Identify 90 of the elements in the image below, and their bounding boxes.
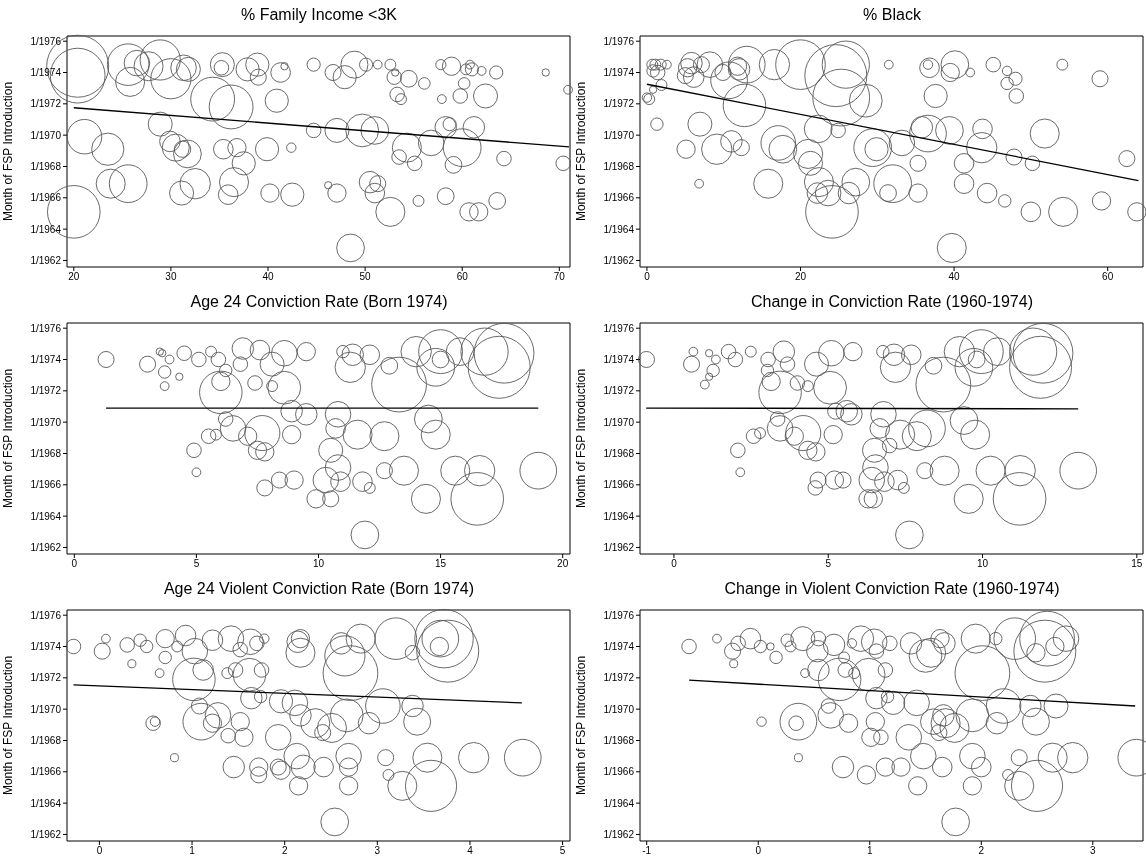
x-tick-label: 40 [948, 271, 961, 283]
chart-title: % Family Income <3K [239, 6, 399, 24]
y-tick-label: 1/1976 [603, 35, 635, 47]
x-tick-label: -1 [642, 845, 652, 857]
y-tick-label: 1/1964 [30, 510, 62, 522]
x-tick-label: 5 [193, 558, 200, 570]
x-tick-label: 2 [978, 845, 985, 857]
x-tick-label: 20 [557, 558, 569, 570]
x-tick-label: 60 [456, 271, 469, 283]
y-tick-label: 1/1974 [603, 67, 635, 79]
x-tick-label: 0 [671, 558, 678, 570]
y-tick-label: 1/1964 [30, 223, 62, 235]
x-tick-label: 15 [1131, 558, 1143, 570]
y-tick-label: 1/1974 [30, 354, 62, 366]
x-tick-label: 40 [262, 271, 274, 283]
y-tick-label: 1/1964 [30, 797, 62, 809]
chart-title: Age 24 Conviction Rate (Born 1974) [189, 293, 449, 311]
y-tick-label: 1/1972 [603, 385, 635, 397]
y-tick-label: 1/1970 [603, 129, 635, 141]
y-tick-label: 1/1970 [603, 416, 635, 428]
y-tick-label: 1/1976 [30, 322, 62, 334]
y-tick-label: 1/1966 [603, 479, 635, 491]
y-tick-label: 1/1976 [603, 322, 635, 334]
chart-title: % Black [862, 6, 922, 24]
x-tick-label: 15 [435, 558, 447, 570]
x-tick-label: 5 [825, 558, 832, 570]
y-tick-label: 1/1962 [603, 828, 635, 840]
y-tick-label: 1/1964 [603, 510, 635, 522]
y-tick-label: 1/1966 [30, 766, 62, 778]
y-tick-label: 1/1974 [30, 67, 62, 79]
x-tick-label: 0 [755, 845, 762, 857]
y-tick-label: 1/1972 [603, 98, 635, 110]
x-tick-label: 0 [96, 845, 103, 857]
x-tick-label: 1 [189, 845, 196, 857]
y-tick-label: 1/1972 [30, 385, 62, 397]
x-tick-label: 0 [644, 271, 651, 283]
x-tick-label: 20 [794, 271, 807, 283]
y-tick-label: 1/1974 [30, 641, 62, 653]
y-axis-title: Month of FSP Introduction [574, 655, 589, 796]
y-tick-label: 1/1968 [603, 735, 635, 747]
x-tick-label: 3 [1090, 845, 1097, 857]
y-axis-title: Month of FSP Introduction [1, 368, 16, 509]
y-tick-label: 1/1970 [603, 703, 635, 715]
x-tick-label: 4 [467, 845, 474, 857]
y-axis-title: Month of FSP Introduction [574, 368, 589, 509]
y-tick-label: 1/1972 [603, 672, 635, 684]
x-tick-label: 5 [559, 845, 566, 857]
y-tick-label: 1/1972 [30, 672, 62, 684]
y-tick-label: 1/1968 [30, 448, 62, 460]
y-tick-label: 1/1962 [30, 254, 62, 266]
x-tick-label: 50 [359, 271, 372, 283]
y-tick-label: 1/1964 [603, 223, 635, 235]
y-tick-label: 1/1976 [30, 35, 62, 47]
x-tick-label: 1 [866, 845, 873, 857]
x-tick-label: 3 [374, 845, 381, 857]
y-tick-label: 1/1976 [603, 609, 635, 621]
chart-title: Change in Conviction Rate (1960-1974) [750, 293, 1034, 311]
y-tick-label: 1/1970 [30, 416, 62, 428]
y-tick-label: 1/1962 [30, 828, 62, 840]
x-tick-label: 70 [553, 271, 566, 283]
y-axis-title: Month of FSP Introduction [1, 81, 16, 222]
y-tick-label: 1/1968 [30, 161, 62, 173]
y-tick-label: 1/1968 [30, 735, 62, 747]
x-tick-label: 30 [165, 271, 177, 283]
y-tick-label: 1/1962 [603, 254, 635, 266]
y-tick-label: 1/1970 [30, 129, 62, 141]
x-tick-label: 20 [68, 271, 80, 283]
x-tick-label: 10 [976, 558, 989, 570]
y-tick-label: 1/1976 [30, 609, 62, 621]
y-tick-label: 1/1974 [603, 354, 635, 366]
y-tick-label: 1/1966 [603, 766, 635, 778]
chart-title: Change in Violent Conviction Rate (1960-1974) [723, 580, 1061, 598]
x-tick-label: 60 [1102, 271, 1114, 283]
y-tick-label: 1/1966 [603, 192, 635, 204]
y-tick-label: 1/1974 [603, 641, 635, 653]
y-axis-title: Month of FSP Introduction [1, 655, 16, 796]
y-axis-title: Month of FSP Introduction [574, 81, 589, 222]
chart-title: Age 24 Violent Conviction Rate (Born 1974) [162, 580, 476, 598]
y-tick-label: 1/1964 [603, 797, 635, 809]
x-tick-label: 0 [71, 558, 78, 570]
y-tick-label: 1/1966 [30, 479, 62, 491]
y-tick-label: 1/1972 [30, 98, 62, 110]
y-tick-label: 1/1968 [603, 448, 635, 460]
y-tick-label: 1/1962 [30, 541, 62, 553]
y-tick-label: 1/1962 [603, 541, 635, 553]
y-tick-label: 1/1970 [30, 703, 62, 715]
y-tick-label: 1/1966 [30, 192, 62, 204]
x-tick-label: 2 [281, 845, 288, 857]
y-tick-label: 1/1968 [603, 161, 635, 173]
x-tick-label: 10 [312, 558, 325, 570]
